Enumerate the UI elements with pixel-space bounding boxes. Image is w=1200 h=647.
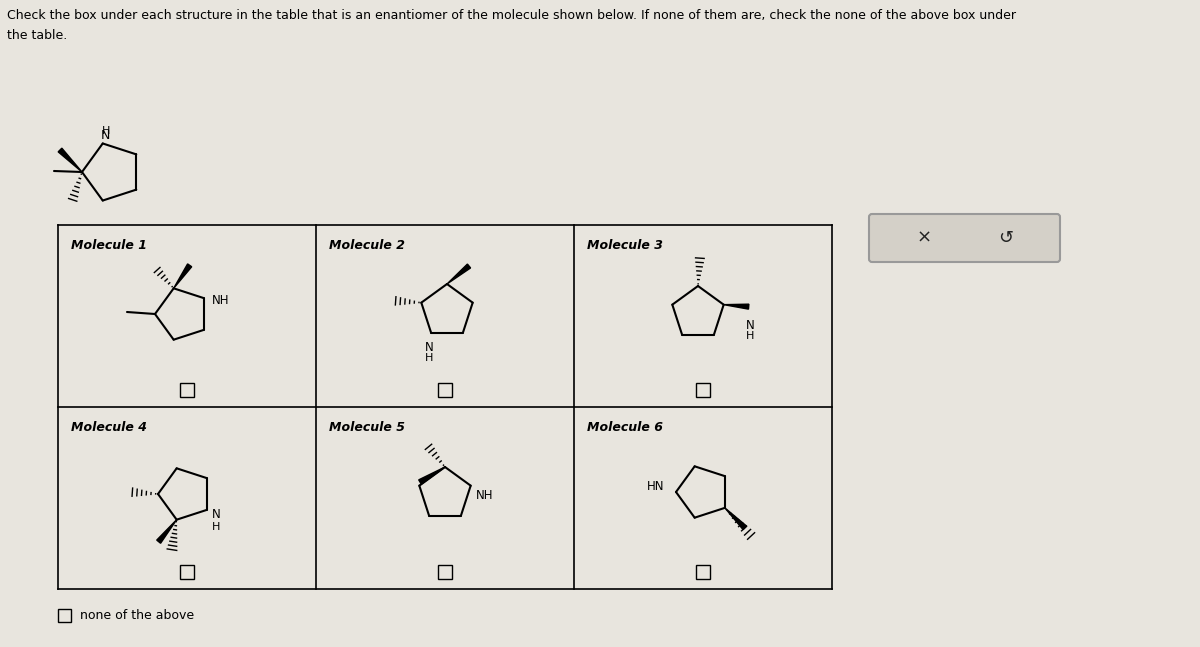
Polygon shape [446, 264, 470, 284]
Polygon shape [724, 304, 749, 309]
Bar [696, 565, 710, 579]
Text: N: N [745, 319, 755, 332]
Polygon shape [174, 264, 192, 289]
Text: H: H [102, 126, 110, 137]
Text: Molecule 3: Molecule 3 [587, 239, 662, 252]
Text: H: H [212, 522, 221, 532]
Text: Molecule 6: Molecule 6 [587, 421, 662, 434]
Bar [180, 383, 194, 397]
Polygon shape [725, 508, 746, 530]
Text: H: H [425, 353, 433, 363]
Text: Molecule 1: Molecule 1 [71, 239, 148, 252]
Text: N: N [101, 129, 110, 142]
Text: N: N [212, 509, 221, 521]
Bar [438, 383, 452, 397]
Text: HN: HN [647, 479, 664, 492]
Bar [58, 609, 71, 622]
Text: H: H [745, 331, 754, 341]
Bar [696, 383, 710, 397]
Text: ×: × [917, 229, 931, 247]
Text: NH: NH [212, 294, 229, 307]
Text: Molecule 2: Molecule 2 [329, 239, 406, 252]
Text: NH: NH [475, 489, 493, 502]
Bar [438, 565, 452, 579]
Bar [180, 565, 194, 579]
Text: Molecule 4: Molecule 4 [71, 421, 148, 434]
Text: ↺: ↺ [997, 229, 1013, 247]
Polygon shape [157, 520, 176, 543]
Polygon shape [58, 148, 82, 172]
Text: none of the above: none of the above [80, 609, 194, 622]
Polygon shape [419, 467, 445, 484]
FancyBboxPatch shape [869, 214, 1060, 262]
Text: the table.: the table. [7, 29, 67, 42]
Text: Molecule 5: Molecule 5 [329, 421, 406, 434]
Text: N: N [425, 341, 433, 354]
Text: Check the box under each structure in the table that is an enantiomer of the mol: Check the box under each structure in th… [7, 9, 1016, 22]
